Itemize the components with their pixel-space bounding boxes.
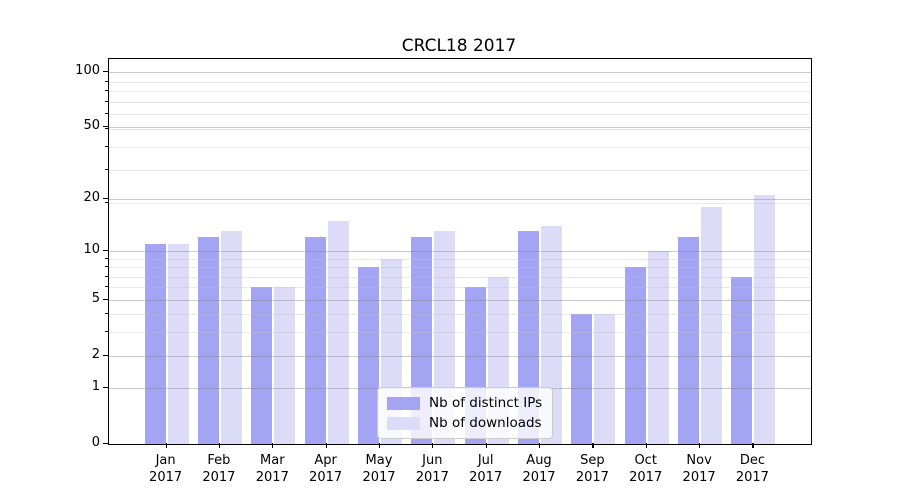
y-tick-label: 50 xyxy=(83,118,100,134)
x-tick-mark xyxy=(645,443,647,448)
x-tick-mark xyxy=(539,443,541,448)
y-tick-label: 20 xyxy=(83,189,100,205)
y-tick-mark-minor xyxy=(105,127,108,130)
y-tick-mark-minor xyxy=(105,90,108,92)
bar-distinct-ips xyxy=(571,314,593,444)
y-tick-label: 100 xyxy=(75,63,100,79)
y-tick-mark-minor xyxy=(105,80,108,82)
bar-downloads xyxy=(167,243,189,444)
x-tick-label: Jun 2017 xyxy=(415,453,449,485)
x-tick-mark xyxy=(272,443,274,448)
legend-swatch-distinct-ips xyxy=(387,396,420,410)
bar-downloads xyxy=(327,220,349,444)
y-tick-mark-minor xyxy=(105,169,108,171)
y-tick-mark-minor xyxy=(105,145,108,147)
y-tick-mark xyxy=(103,126,108,128)
x-tick-label: Dec 2017 xyxy=(735,453,769,485)
bar-downloads xyxy=(220,231,242,444)
y-tick-mark-minor xyxy=(105,257,108,259)
y-tick-label: 2 xyxy=(91,346,100,362)
x-tick-label: Feb 2017 xyxy=(202,453,236,485)
y-tick-label: 1 xyxy=(91,379,100,395)
y-tick-label: 0 xyxy=(91,435,100,450)
bar-downloads xyxy=(701,206,723,444)
x-tick-mark xyxy=(485,443,487,448)
bar-downloads xyxy=(274,287,296,444)
x-tick-label: Jul 2017 xyxy=(469,453,503,485)
y-tick-mark-minor xyxy=(105,275,108,277)
y-tick-label: 5 xyxy=(91,290,100,306)
bar-distinct-ips xyxy=(358,267,379,444)
x-tick-label: Oct 2017 xyxy=(629,453,663,485)
bar-downloads xyxy=(647,250,669,444)
x-tick-label: Nov 2017 xyxy=(682,453,716,485)
y-tick-mark-minor xyxy=(105,331,108,333)
x-tick-mark xyxy=(752,443,754,448)
bar-distinct-ips xyxy=(678,237,700,444)
y-tick-mark xyxy=(103,354,108,356)
x-tick-mark xyxy=(165,443,167,448)
legend-item-distinct-ips: Nb of distinct IPs xyxy=(387,395,542,411)
bar-distinct-ips xyxy=(144,243,166,444)
y-tick-mark-minor xyxy=(105,313,108,315)
y-tick-mark xyxy=(103,387,108,389)
y-tick-mark xyxy=(103,71,108,73)
bar-distinct-ips xyxy=(304,237,326,444)
chart-title: CRCL18 2017 xyxy=(401,36,517,56)
y-tick-mark-minor xyxy=(105,201,108,203)
x-tick-mark xyxy=(218,443,221,448)
y-tick-mark xyxy=(103,298,108,300)
bar-downloads xyxy=(594,314,616,444)
y-tick-label: 10 xyxy=(83,241,100,257)
y-tick-mark-minor xyxy=(105,100,108,102)
x-tick-mark xyxy=(325,443,327,448)
legend-item-downloads: Nb of downloads xyxy=(387,415,542,431)
x-tick-label: Sep 2017 xyxy=(575,453,609,485)
plot-area: Nb of distinct IPs Nb of downloads xyxy=(108,58,812,445)
bar-distinct-ips xyxy=(251,287,273,444)
x-tick-label: Apr 2017 xyxy=(309,453,343,485)
x-tick-label: Mar 2017 xyxy=(255,453,289,485)
x-tick-mark xyxy=(379,443,381,448)
x-tick-mark xyxy=(432,443,434,448)
x-tick-mark xyxy=(592,443,594,448)
y-tick-mark xyxy=(103,249,108,251)
y-tick-mark-minor xyxy=(105,113,108,115)
legend-swatch-downloads xyxy=(387,416,420,430)
legend: Nb of distinct IPs Nb of downloads xyxy=(377,387,554,439)
bar-distinct-ips xyxy=(731,276,753,444)
y-tick-mark-minor xyxy=(105,286,108,288)
legend-label-downloads: Nb of downloads xyxy=(429,415,542,431)
x-tick-label: May 2017 xyxy=(362,453,396,485)
x-tick-label: Jan 2017 xyxy=(149,453,183,485)
x-tick-label: Aug 2017 xyxy=(522,453,556,485)
bar-distinct-ips xyxy=(197,237,219,444)
legend-label-distinct-ips: Nb of distinct IPs xyxy=(429,395,543,411)
bar-downloads xyxy=(754,195,776,444)
bar-distinct-ips xyxy=(624,267,646,444)
y-tick-mark-minor xyxy=(105,266,108,268)
x-tick-mark xyxy=(699,443,701,448)
y-tick-mark xyxy=(103,443,108,445)
y-tick-mark xyxy=(103,197,108,199)
